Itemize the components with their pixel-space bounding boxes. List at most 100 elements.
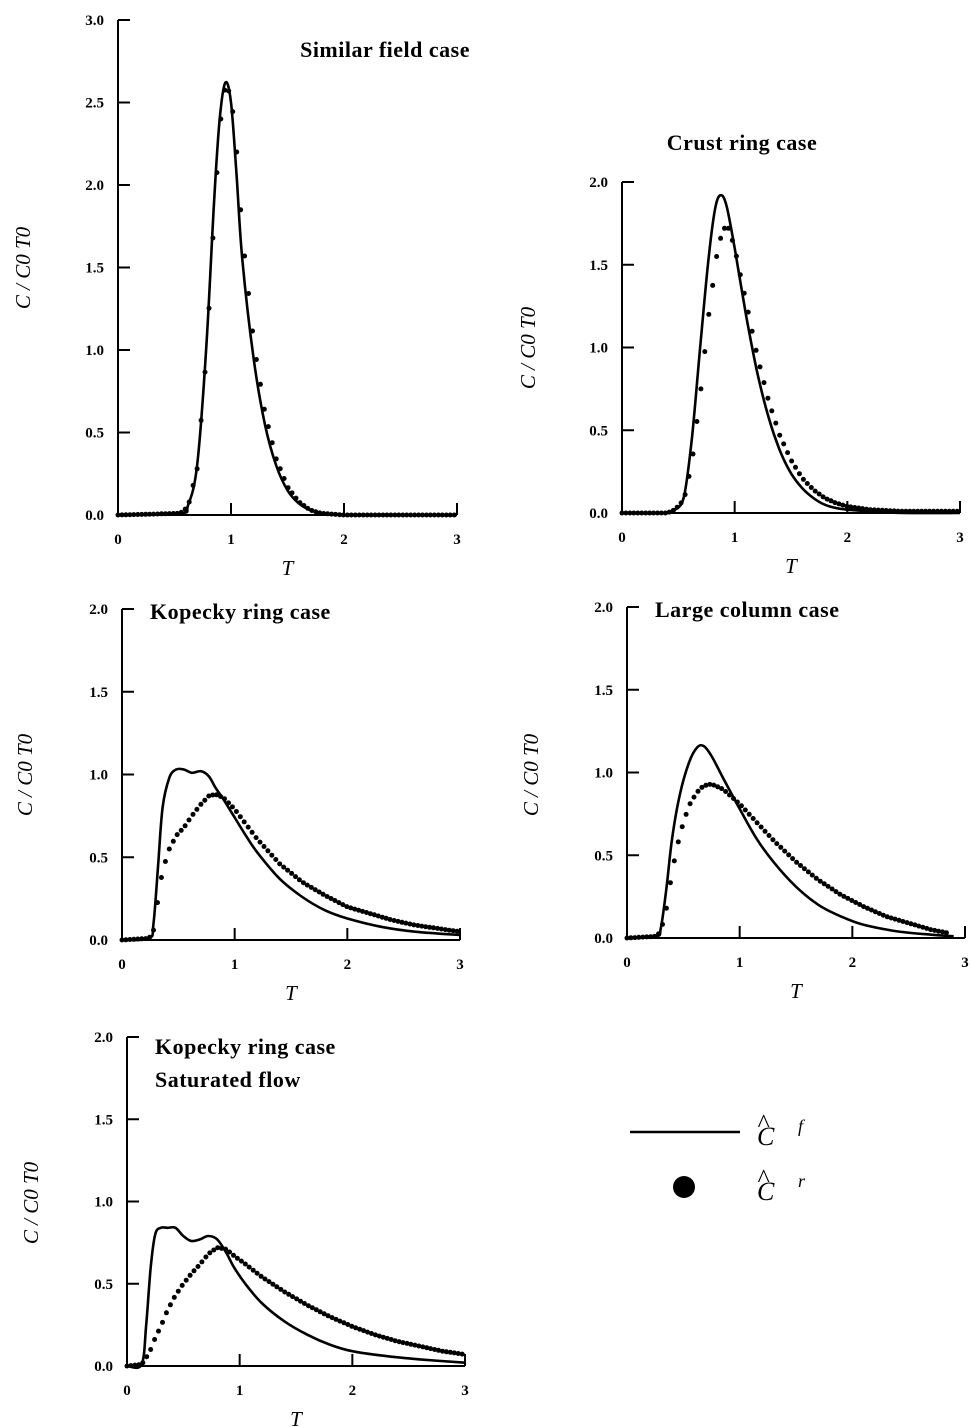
data-point [412,1342,418,1348]
data-point [238,207,244,213]
data-point [265,424,271,430]
data-point [769,408,775,414]
x-axis-label: T [282,556,295,580]
data-point [222,87,228,93]
data-point [250,1267,256,1273]
data-point [836,501,842,507]
data-point [436,1347,441,1353]
data-point [119,937,125,943]
legend-hat-cf: ^ [757,1109,770,1138]
data-point [658,510,664,516]
data-point [640,934,646,940]
y-tick-label: 0.5 [94,1277,113,1293]
data-point [938,508,944,514]
data-point [761,380,767,386]
data-point [198,801,204,807]
data-point [656,931,661,937]
x-tick-label: 1 [236,1383,244,1399]
data-point [911,508,917,514]
data-point [891,508,897,514]
x-axis-label: T [790,979,803,1003]
data-point [817,878,823,884]
data-point [880,912,886,918]
data-point [753,347,759,353]
x-tick-label: 1 [731,530,739,546]
data-point [131,936,137,942]
data-point [727,792,732,798]
data-point [635,510,641,516]
data-point [155,900,160,906]
x-axis-label: T [290,1407,303,1427]
data-point [257,839,263,845]
data-point [238,1258,244,1264]
data-point [675,839,681,845]
data-point [388,1337,394,1342]
data-point [376,1333,382,1339]
data-point [269,440,275,446]
y-tick-label: 1.0 [85,343,104,359]
data-point [135,936,141,942]
data-point [647,510,653,516]
data-point [852,505,858,510]
data-point [919,508,925,514]
x-tick-label: 2 [344,957,352,973]
data-point [261,844,267,849]
legend-sup-cr: r [798,1171,806,1191]
data-point [139,936,145,942]
data-point [380,1334,386,1340]
data-point [408,512,414,518]
data-point [691,794,697,800]
data-point [864,506,869,512]
data-point [825,883,831,889]
x-tick-label: 3 [961,955,969,971]
data-point [872,909,878,915]
data-point [923,508,929,514]
data-point [152,1337,158,1342]
data-point [809,872,815,878]
data-point [344,512,350,518]
chart-panel-2: 0.0 0.5 1.0 1.5 2.0 0 1 2 3 T C / C0 T0 Crust ring … [516,130,964,578]
data-point [892,916,898,922]
data-point [816,491,822,497]
data-point [262,1276,268,1282]
data-point [163,1310,169,1316]
data-point [190,482,196,488]
data-point [440,1348,445,1354]
data-point [308,884,314,890]
x-tick-label: 3 [956,530,964,546]
data-point [340,512,346,518]
x-axis-label: T [285,981,298,1005]
chart-panel-4: 0.0 0.5 1.0 1.5 2.0 0 1 2 3 T C / C0 T0 Large colum… [519,597,969,1003]
data-point [207,1250,213,1256]
data-point [857,902,863,907]
data-point [203,1254,209,1260]
data-point [451,512,457,518]
data-point [178,509,184,515]
data-point [667,880,673,886]
data-point [443,1349,449,1355]
data-point [175,1288,181,1294]
data-point [191,1268,197,1274]
data-point [214,792,220,798]
data-point [435,512,441,518]
data-point [800,476,806,482]
data-point [198,417,204,423]
data-point [167,1302,173,1308]
y-tick-label: 0.0 [94,1359,113,1375]
data-point [623,510,629,516]
y-tick-label: 0.0 [589,506,608,522]
data-point [785,450,791,456]
data-point [400,1340,406,1346]
data-point [770,837,776,843]
data-point [349,1323,355,1329]
data-point [412,512,418,518]
data-point [781,441,787,447]
data-point [762,828,768,834]
data-point [387,917,393,922]
data-point [439,512,445,518]
data-point [147,934,153,940]
data-point [666,509,672,515]
data-point [182,506,188,512]
data-point [171,1294,177,1300]
